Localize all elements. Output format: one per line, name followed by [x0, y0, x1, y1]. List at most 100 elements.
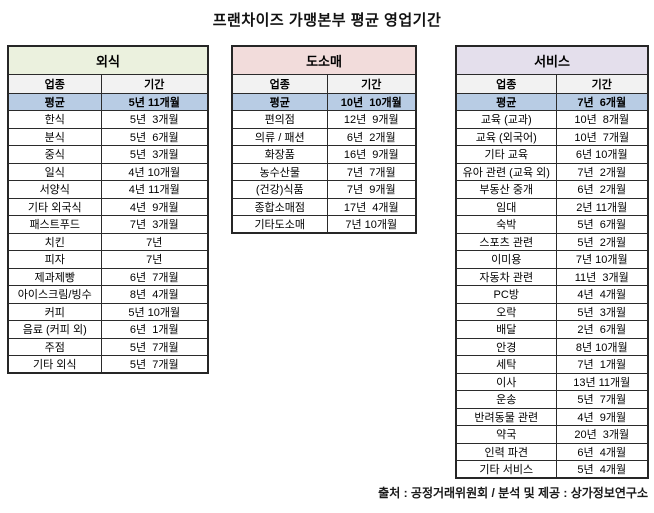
- table-body: 평균 7년 6개월 교육 (교과) 10년 8개월 교육 (외국어) 10년 7개월 기타 …: [455, 92, 649, 479]
- table-row: 배달 2년 6개월: [455, 320, 649, 339]
- industry-cell: 피자: [7, 250, 102, 269]
- industry-cell: 농수산물: [231, 162, 328, 181]
- period-cell: 11년 3개월: [555, 267, 649, 286]
- table-title-row: 서비스: [455, 45, 649, 75]
- industry-cell: 숙박: [455, 215, 557, 234]
- table-row: 이미용 7년 10개월: [455, 250, 649, 269]
- period-cell: 8년 10개월: [555, 337, 649, 356]
- industry-cell: 안경: [455, 337, 557, 356]
- industry-cell: 아이스크림/빙수: [7, 285, 102, 304]
- industry-cell: 패스트푸드: [7, 215, 102, 234]
- industry-cell: 제과제빵: [7, 267, 102, 286]
- industry-cell: 부동산 중개: [455, 180, 557, 199]
- period-cell: 7년: [100, 250, 209, 269]
- industry-cell: 편의점: [231, 110, 328, 129]
- industry-cell: 의류 / 패션: [231, 127, 328, 146]
- wholesale-retail-table: 도소매 업종 기간 평균 10년 10개월 편의점 12년 9개월 의류 / 패션 6년 …: [231, 45, 418, 234]
- period-cell: 8년 4개월: [100, 285, 209, 304]
- period-cell: 6년 7개월: [100, 267, 209, 286]
- period-cell: 7년 9개월: [326, 180, 417, 199]
- industry-cell: 교육 (교과): [455, 110, 557, 129]
- industry-cell: 평균: [7, 92, 102, 111]
- industry-cell: 종합소매점: [231, 197, 328, 216]
- column-header-industry: 업종: [7, 74, 102, 94]
- industry-cell: 한식: [7, 110, 102, 129]
- table-row: 서양식 4년 11개월: [7, 180, 209, 199]
- average-row: 평균 10년 10개월: [231, 92, 417, 111]
- period-cell: 4년 10개월: [100, 162, 209, 181]
- industry-cell: 임대: [455, 197, 557, 216]
- industry-cell: 치킨: [7, 232, 102, 251]
- table-row: 아이스크림/빙수 8년 4개월: [7, 285, 209, 304]
- table-row: 주점 5년 7개월: [7, 337, 209, 356]
- period-cell: 7년 3개월: [100, 215, 209, 234]
- table-title-row: 도소매: [231, 45, 417, 75]
- period-cell: 4년 4개월: [555, 285, 649, 304]
- industry-cell: 일식: [7, 162, 102, 181]
- average-row: 평균 7년 6개월: [455, 92, 649, 111]
- table-row: 종합소매점 17년 4개월: [231, 197, 417, 216]
- column-header-period: 기간: [100, 74, 209, 94]
- table-row: 스포츠 관련 5년 2개월: [455, 232, 649, 251]
- period-cell: 6년 4개월: [555, 442, 649, 461]
- table-row: 세탁 7년 1개월: [455, 355, 649, 374]
- period-cell: 7년 10개월: [326, 215, 417, 234]
- table-row: 의류 / 패션 6년 2개월: [231, 127, 417, 146]
- period-cell: 6년 10개월: [555, 145, 649, 164]
- industry-cell: 이미용: [455, 250, 557, 269]
- table-dining: 외식 업종 기간 평균 5년 11개월 한식 5년 3개월 분식 5년 6개월 중식 5년 3…: [7, 45, 210, 374]
- period-cell: 10년 8개월: [555, 110, 649, 129]
- industry-cell: PC방: [455, 285, 557, 304]
- industry-cell: 평균: [231, 92, 328, 111]
- industry-cell: 음료 (커피 외): [7, 320, 102, 339]
- period-cell: 20년 3개월: [555, 425, 649, 444]
- table-row: 커피 5년 10개월: [7, 302, 209, 321]
- services-table: 서비스 업종 기간 평균 7년 6개월 교육 (교과) 10년 8개월 교육 (외국어)…: [455, 45, 650, 479]
- period-cell: 5년 11개월: [100, 92, 209, 111]
- period-cell: 7년: [100, 232, 209, 251]
- period-cell: 5년 10개월: [100, 302, 209, 321]
- period-cell: 5년 3개월: [555, 302, 649, 321]
- period-cell: 10년 7개월: [555, 127, 649, 146]
- table-row: 이사 13년 11개월: [455, 372, 649, 391]
- table-row: 인력 파견 6년 4개월: [455, 442, 649, 461]
- period-cell: 5년 3개월: [100, 110, 209, 129]
- table-body: 평균 5년 11개월 한식 5년 3개월 분식 5년 6개월 중식 5년 3개월 일식 4년 10…: [7, 92, 209, 374]
- table-row: (건강)식품 7년 9개월: [231, 180, 417, 199]
- table-row: 운송 5년 7개월: [455, 390, 649, 409]
- period-cell: 5년 4개월: [555, 460, 649, 479]
- table-row: 자동차 관련 11년 3개월: [455, 267, 649, 286]
- table-category-title: 외식: [7, 45, 209, 75]
- table-row: 오락 5년 3개월: [455, 302, 649, 321]
- page-title: 프랜차이즈 가맹본부 평균 영업기간: [212, 12, 442, 29]
- table-row: 패스트푸드 7년 3개월: [7, 215, 209, 234]
- table-row: 농수산물 7년 7개월: [231, 162, 417, 181]
- period-cell: 16년 9개월: [326, 145, 417, 164]
- period-cell: 5년 2개월: [555, 232, 649, 251]
- period-cell: 17년 4개월: [326, 197, 417, 216]
- table-row: 화장품 16년 9개월: [231, 145, 417, 164]
- industry-cell: 기타 교육: [455, 145, 557, 164]
- table-category-title: 도소매: [231, 45, 417, 75]
- industry-cell: 배달: [455, 320, 557, 339]
- period-cell: 12년 9개월: [326, 110, 417, 129]
- industry-cell: 약국: [455, 425, 557, 444]
- period-cell: 10년 10개월: [326, 92, 417, 111]
- table-row: 제과제빵 6년 7개월: [7, 267, 209, 286]
- table-row: PC방 4년 4개월: [455, 285, 649, 304]
- industry-cell: 분식: [7, 127, 102, 146]
- table-row: 기타도소매 7년 10개월: [231, 215, 417, 234]
- table-body: 평균 10년 10개월 편의점 12년 9개월 의류 / 패션 6년 2개월 화장품 16년 …: [231, 92, 417, 234]
- table-row: 부동산 중개 6년 2개월: [455, 180, 649, 199]
- table-row: 편의점 12년 9개월: [231, 110, 417, 129]
- industry-cell: (건강)식품: [231, 180, 328, 199]
- dining-table: 외식 업종 기간 평균 5년 11개월 한식 5년 3개월 분식 5년 6개월 중식 5년 3…: [7, 45, 210, 374]
- column-header-period: 기간: [555, 74, 649, 94]
- column-header-row: 업종 기간: [7, 74, 209, 94]
- period-cell: 5년 3개월: [100, 145, 209, 164]
- table-row: 반려동물 관련 4년 9개월: [455, 407, 649, 426]
- table-title-row: 외식: [7, 45, 209, 75]
- industry-cell: 이사: [455, 372, 557, 391]
- industry-cell: 기타 외국식: [7, 197, 102, 216]
- industry-cell: 화장품: [231, 145, 328, 164]
